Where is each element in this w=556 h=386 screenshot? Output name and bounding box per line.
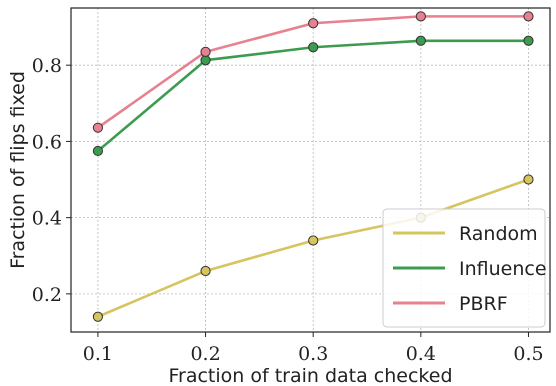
legend-box — [382, 208, 546, 328]
x-tick-label: 0.1 — [83, 343, 113, 365]
y-tick-label: 0.6 — [32, 131, 62, 153]
x-tick-label: 0.4 — [406, 343, 436, 365]
x-axis: 0.1 0.2 0.3 0.4 0.5 — [83, 332, 544, 365]
legend-label: PBRF — [459, 293, 508, 315]
data-point-random — [523, 174, 534, 185]
x-tick-label: 0.5 — [513, 343, 543, 365]
y-tick-label: 0.4 — [32, 208, 62, 230]
data-point-random — [200, 265, 211, 277]
x-axis-label: Fraction of train data checked — [168, 365, 452, 386]
data-point-influence — [92, 145, 104, 157]
data-point-pbrf — [415, 11, 426, 22]
plot-area — [70, 7, 551, 333]
data-point-influence — [200, 55, 211, 66]
data-point-pbrf — [308, 18, 319, 29]
data-point-influence — [308, 42, 319, 53]
data-point-pbrf — [523, 11, 534, 22]
y-axis: 0.2 0.4 0.6 0.8 — [32, 55, 71, 306]
y-tick-label: 0.8 — [32, 55, 62, 77]
x-tick-label: 0.3 — [298, 343, 328, 365]
x-tick-label: 0.2 — [190, 343, 220, 365]
data-point-pbrf — [92, 122, 104, 133]
data-point-influence — [415, 35, 426, 46]
y-axis-label: Fraction of flips fixed — [7, 71, 29, 269]
legend-label: Influence — [459, 258, 547, 280]
y-tick-label: 0.2 — [32, 284, 62, 306]
legend-label: Random — [459, 223, 538, 245]
data-point-influence — [523, 35, 534, 46]
data-point-random — [92, 311, 104, 322]
data-point-random — [308, 235, 319, 246]
data-point-pbrf — [200, 46, 211, 57]
legend: Random Influence PBRF — [382, 208, 547, 328]
